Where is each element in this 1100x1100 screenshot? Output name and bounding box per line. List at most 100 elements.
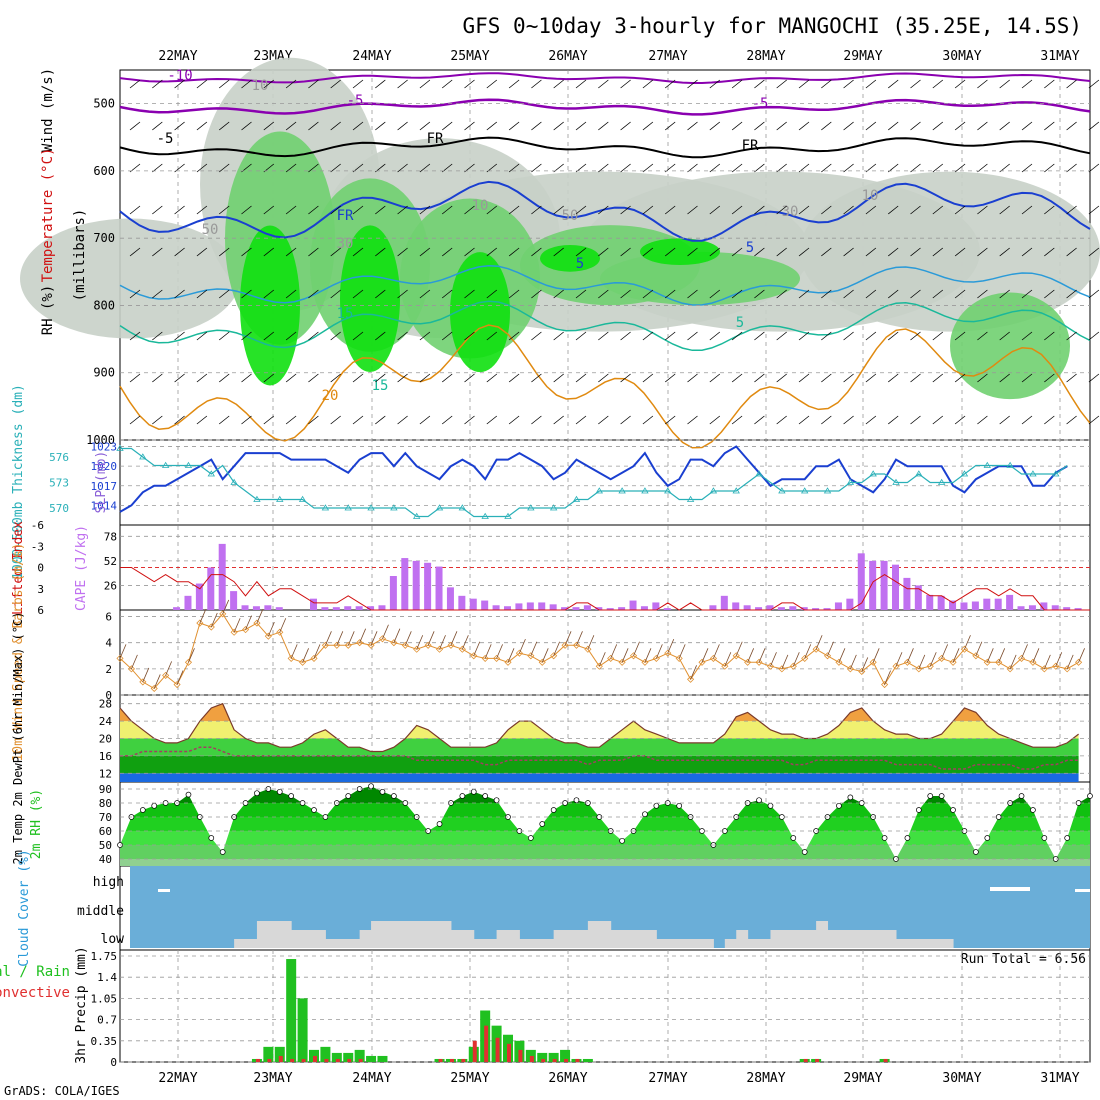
wind-barb <box>508 121 520 131</box>
cape-bar <box>595 607 603 610</box>
cape-bar <box>458 595 466 610</box>
wind-barb <box>843 247 854 257</box>
wind-tick-label: 0 <box>105 689 112 702</box>
wind-barb <box>1088 121 1100 131</box>
wind-barb <box>709 163 721 173</box>
wind-barb-10m <box>576 631 583 646</box>
cape-bar <box>275 607 283 610</box>
wind-barb <box>999 289 1010 299</box>
wind-barb <box>464 121 475 131</box>
cape-bar <box>549 604 557 610</box>
wind-barb <box>419 79 431 89</box>
wind-barb <box>687 79 698 89</box>
wind-barb <box>664 205 676 215</box>
wind-barb <box>508 247 520 257</box>
wind-barb <box>508 289 520 299</box>
upper-ylabel-wind: Wind (m/s) <box>40 68 56 152</box>
wind-barb <box>977 415 988 425</box>
wind-barb-10m <box>176 670 184 685</box>
wind-barb <box>129 373 141 383</box>
wind-barb <box>531 205 542 215</box>
wind-barb <box>196 121 208 131</box>
wind-barb <box>642 331 654 341</box>
wind-barb <box>419 289 431 299</box>
wind-barb <box>932 373 944 383</box>
wind-speed-point <box>675 654 683 662</box>
wind-barb <box>575 121 587 131</box>
wind-barb <box>196 163 208 173</box>
thickness-point <box>869 470 877 477</box>
rh-point <box>151 802 158 809</box>
wind-barb <box>932 121 944 131</box>
wind-barb <box>129 121 141 131</box>
wind-barb <box>598 79 609 89</box>
wind-barb-10m <box>907 648 914 663</box>
cape-bar <box>583 605 591 610</box>
wind-barb <box>598 163 609 173</box>
upper-ylabel-temp: Temperature (°C) <box>40 148 56 283</box>
wind-barb-10m <box>233 618 241 633</box>
wind-barb <box>1044 331 1055 341</box>
wind-speed-point <box>858 667 866 676</box>
wind-barb <box>598 247 609 257</box>
wind-barb <box>1044 163 1055 173</box>
precip-total-bar <box>286 959 297 1062</box>
wind-barb <box>598 205 609 215</box>
wind-barb <box>910 331 921 341</box>
cape-bar <box>252 606 260 610</box>
cape-bar <box>515 603 523 610</box>
wind-barb <box>397 373 408 383</box>
wind-barb <box>419 331 431 341</box>
cape-bar <box>526 602 534 610</box>
wind-barb <box>1044 415 1055 425</box>
cloud-low-bar <box>519 939 532 948</box>
wind-barb <box>999 331 1010 341</box>
wind-barb <box>776 121 787 131</box>
wind-speed-point <box>367 641 375 649</box>
wind-barb <box>375 205 386 215</box>
wind-barb-10m <box>655 644 663 659</box>
rh-region <box>640 238 720 265</box>
wind-barb <box>241 289 252 299</box>
precip-conv-bar <box>472 1040 477 1062</box>
cape-bar <box>823 608 831 610</box>
cloud-low-bar <box>291 930 304 948</box>
wind-speed-point <box>378 635 387 643</box>
wind-barb <box>285 373 297 383</box>
cape-bar <box>218 543 226 610</box>
thickness-point <box>527 504 535 511</box>
cape-bar <box>1006 594 1014 610</box>
date-label-top: 31MAY <box>1040 49 1079 64</box>
cape-ylabel: CAPE (J/kg) <box>74 525 89 611</box>
chart-title: GFS 0~10day 3-hourly for MANGOCHI (35.25… <box>462 14 1082 38</box>
wind-barb <box>1021 247 1033 257</box>
wind-barb <box>129 289 141 299</box>
wind-speed-point <box>1040 665 1048 673</box>
wind-barb <box>486 247 498 257</box>
cape-bar <box>1063 607 1071 610</box>
precip-conv-bar <box>267 1058 272 1062</box>
wind-barb-10m <box>530 641 538 656</box>
rh-point <box>881 835 888 841</box>
wind-barb <box>263 247 275 257</box>
temp-tick-label: 20 <box>99 733 112 746</box>
rh-region <box>450 252 510 373</box>
wind-barb <box>486 331 498 341</box>
wind-barb <box>776 79 787 89</box>
wind-barb <box>754 121 765 131</box>
wind-barb <box>397 79 408 89</box>
wind-barb <box>330 79 341 89</box>
contour-freezing <box>119 136 1091 159</box>
wind-barb <box>598 331 609 341</box>
cloud-low-bar <box>599 921 612 948</box>
wind-barb <box>1066 415 1077 425</box>
wind-barb-10m <box>998 648 1006 663</box>
wind-barb <box>954 79 966 89</box>
wind-barb-10m <box>553 641 561 656</box>
precip-conv-bar <box>518 1049 523 1062</box>
wind-barb <box>709 331 721 341</box>
cape-bar <box>173 607 181 610</box>
wind-barb <box>664 247 676 257</box>
thickness-point <box>549 504 558 511</box>
